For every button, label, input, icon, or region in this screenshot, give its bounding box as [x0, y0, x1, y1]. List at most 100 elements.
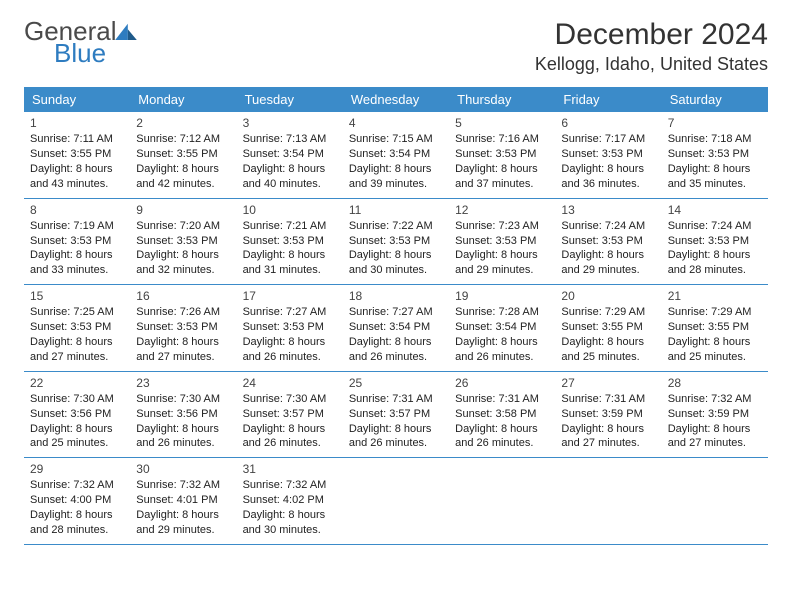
calendar-cell: 12Sunrise: 7:23 AMSunset: 3:53 PMDayligh… — [449, 199, 555, 285]
sunrise-text: Sunrise: 7:22 AM — [349, 219, 443, 234]
calendar-cell: 19Sunrise: 7:28 AMSunset: 3:54 PMDayligh… — [449, 285, 555, 371]
day-number: 6 — [561, 115, 655, 131]
day-header: Friday — [555, 87, 661, 112]
sunrise-text: Sunrise: 7:30 AM — [243, 392, 337, 407]
sunrise-text: Sunrise: 7:20 AM — [136, 219, 230, 234]
day-number: 22 — [30, 375, 124, 391]
sunrise-text: Sunrise: 7:31 AM — [455, 392, 549, 407]
day-number: 23 — [136, 375, 230, 391]
location-text: Kellogg, Idaho, United States — [535, 54, 768, 75]
sunrise-text: Sunrise: 7:32 AM — [243, 478, 337, 493]
day-number: 10 — [243, 202, 337, 218]
sunrise-text: Sunrise: 7:30 AM — [136, 392, 230, 407]
sunset-text: Sunset: 4:02 PM — [243, 493, 337, 508]
sunset-text: Sunset: 3:59 PM — [561, 407, 655, 422]
calendar-cell-empty — [343, 458, 449, 544]
sunset-text: Sunset: 3:54 PM — [243, 147, 337, 162]
sunrise-text: Sunrise: 7:26 AM — [136, 305, 230, 320]
daylight-text: Daylight: 8 hours and 28 minutes. — [668, 248, 762, 278]
calendar-cell-empty — [555, 458, 661, 544]
daylight-text: Daylight: 8 hours and 40 minutes. — [243, 162, 337, 192]
sunset-text: Sunset: 3:55 PM — [136, 147, 230, 162]
sunset-text: Sunset: 3:55 PM — [30, 147, 124, 162]
calendar-cell: 6Sunrise: 7:17 AMSunset: 3:53 PMDaylight… — [555, 112, 661, 198]
logo-text: General Blue — [24, 18, 137, 66]
sunset-text: Sunset: 3:53 PM — [136, 320, 230, 335]
daylight-text: Daylight: 8 hours and 29 minutes. — [455, 248, 549, 278]
calendar-cell: 11Sunrise: 7:22 AMSunset: 3:53 PMDayligh… — [343, 199, 449, 285]
sunset-text: Sunset: 3:54 PM — [349, 320, 443, 335]
calendar-cell: 8Sunrise: 7:19 AMSunset: 3:53 PMDaylight… — [24, 199, 130, 285]
day-number: 12 — [455, 202, 549, 218]
calendar-cell: 18Sunrise: 7:27 AMSunset: 3:54 PMDayligh… — [343, 285, 449, 371]
calendar-week-row: 15Sunrise: 7:25 AMSunset: 3:53 PMDayligh… — [24, 285, 768, 372]
sunrise-text: Sunrise: 7:27 AM — [243, 305, 337, 320]
day-header: Sunday — [24, 87, 130, 112]
title-block: December 2024 Kellogg, Idaho, United Sta… — [535, 18, 768, 75]
calendar-cell: 23Sunrise: 7:30 AMSunset: 3:56 PMDayligh… — [130, 372, 236, 458]
sunset-text: Sunset: 3:53 PM — [668, 234, 762, 249]
calendar-cell: 13Sunrise: 7:24 AMSunset: 3:53 PMDayligh… — [555, 199, 661, 285]
sunrise-text: Sunrise: 7:18 AM — [668, 132, 762, 147]
sunset-text: Sunset: 3:53 PM — [561, 147, 655, 162]
sunset-text: Sunset: 3:56 PM — [136, 407, 230, 422]
sunrise-text: Sunrise: 7:16 AM — [455, 132, 549, 147]
sunset-text: Sunset: 3:54 PM — [455, 320, 549, 335]
day-number: 15 — [30, 288, 124, 304]
sunset-text: Sunset: 3:53 PM — [30, 234, 124, 249]
calendar-cell: 7Sunrise: 7:18 AMSunset: 3:53 PMDaylight… — [662, 112, 768, 198]
calendar: SundayMondayTuesdayWednesdayThursdayFrid… — [24, 87, 768, 545]
calendar-body: 1Sunrise: 7:11 AMSunset: 3:55 PMDaylight… — [24, 112, 768, 545]
calendar-cell: 22Sunrise: 7:30 AMSunset: 3:56 PMDayligh… — [24, 372, 130, 458]
sunrise-text: Sunrise: 7:12 AM — [136, 132, 230, 147]
calendar-cell: 1Sunrise: 7:11 AMSunset: 3:55 PMDaylight… — [24, 112, 130, 198]
day-number: 8 — [30, 202, 124, 218]
daylight-text: Daylight: 8 hours and 29 minutes. — [136, 508, 230, 538]
calendar-cell: 9Sunrise: 7:20 AMSunset: 3:53 PMDaylight… — [130, 199, 236, 285]
sunrise-text: Sunrise: 7:29 AM — [668, 305, 762, 320]
daylight-text: Daylight: 8 hours and 25 minutes. — [668, 335, 762, 365]
sunrise-text: Sunrise: 7:24 AM — [668, 219, 762, 234]
sunset-text: Sunset: 3:55 PM — [668, 320, 762, 335]
daylight-text: Daylight: 8 hours and 26 minutes. — [136, 422, 230, 452]
calendar-week-row: 29Sunrise: 7:32 AMSunset: 4:00 PMDayligh… — [24, 458, 768, 545]
daylight-text: Daylight: 8 hours and 37 minutes. — [455, 162, 549, 192]
daylight-text: Daylight: 8 hours and 27 minutes. — [136, 335, 230, 365]
day-number: 9 — [136, 202, 230, 218]
calendar-cell: 30Sunrise: 7:32 AMSunset: 4:01 PMDayligh… — [130, 458, 236, 544]
calendar-cell: 26Sunrise: 7:31 AMSunset: 3:58 PMDayligh… — [449, 372, 555, 458]
daylight-text: Daylight: 8 hours and 26 minutes. — [243, 422, 337, 452]
day-number: 20 — [561, 288, 655, 304]
day-header: Wednesday — [343, 87, 449, 112]
day-number: 16 — [136, 288, 230, 304]
day-number: 1 — [30, 115, 124, 131]
sunset-text: Sunset: 3:57 PM — [349, 407, 443, 422]
calendar-week-row: 22Sunrise: 7:30 AMSunset: 3:56 PMDayligh… — [24, 372, 768, 459]
calendar-cell: 28Sunrise: 7:32 AMSunset: 3:59 PMDayligh… — [662, 372, 768, 458]
sunset-text: Sunset: 3:53 PM — [561, 234, 655, 249]
daylight-text: Daylight: 8 hours and 27 minutes. — [30, 335, 124, 365]
sunrise-text: Sunrise: 7:21 AM — [243, 219, 337, 234]
daylight-text: Daylight: 8 hours and 30 minutes. — [349, 248, 443, 278]
daylight-text: Daylight: 8 hours and 43 minutes. — [30, 162, 124, 192]
day-number: 21 — [668, 288, 762, 304]
daylight-text: Daylight: 8 hours and 35 minutes. — [668, 162, 762, 192]
day-number: 2 — [136, 115, 230, 131]
day-number: 13 — [561, 202, 655, 218]
sunrise-text: Sunrise: 7:17 AM — [561, 132, 655, 147]
calendar-cell: 29Sunrise: 7:32 AMSunset: 4:00 PMDayligh… — [24, 458, 130, 544]
daylight-text: Daylight: 8 hours and 26 minutes. — [349, 422, 443, 452]
calendar-cell-empty — [449, 458, 555, 544]
sunrise-text: Sunrise: 7:25 AM — [30, 305, 124, 320]
daylight-text: Daylight: 8 hours and 30 minutes. — [243, 508, 337, 538]
calendar-cell: 27Sunrise: 7:31 AMSunset: 3:59 PMDayligh… — [555, 372, 661, 458]
calendar-cell: 25Sunrise: 7:31 AMSunset: 3:57 PMDayligh… — [343, 372, 449, 458]
sunset-text: Sunset: 3:53 PM — [455, 147, 549, 162]
logo-word-blue: Blue — [54, 40, 137, 66]
daylight-text: Daylight: 8 hours and 26 minutes. — [455, 422, 549, 452]
daylight-text: Daylight: 8 hours and 31 minutes. — [243, 248, 337, 278]
calendar-cell: 15Sunrise: 7:25 AMSunset: 3:53 PMDayligh… — [24, 285, 130, 371]
sunset-text: Sunset: 3:55 PM — [561, 320, 655, 335]
sunrise-text: Sunrise: 7:24 AM — [561, 219, 655, 234]
sunset-text: Sunset: 3:53 PM — [30, 320, 124, 335]
